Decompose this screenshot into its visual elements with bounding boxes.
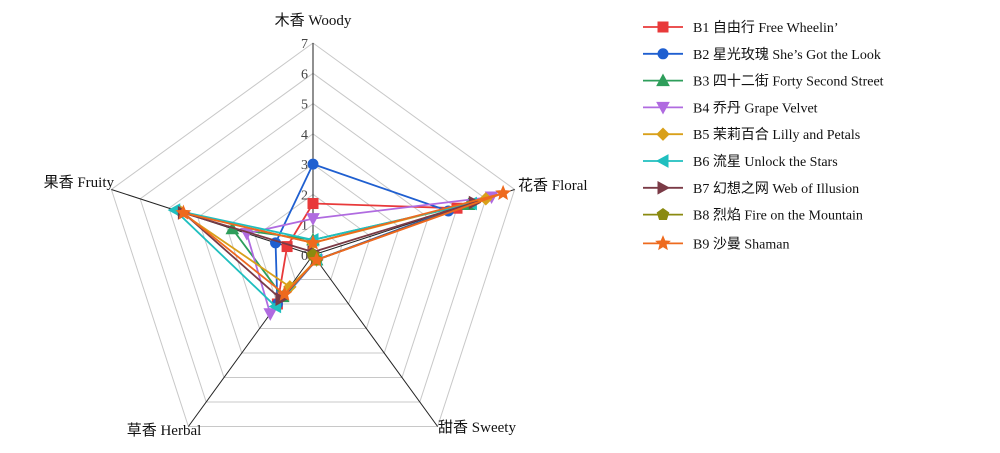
axis-spoke: [187, 254, 314, 427]
legend-marker: [656, 73, 670, 87]
legend-item: B1 自由行 Free Wheelin’: [643, 20, 839, 36]
axis-label: 草香 Herbal: [127, 422, 202, 439]
legend-label: B3 四十二街 Forty Second Street: [693, 74, 884, 90]
axis-label: 花香 Floral: [518, 177, 588, 194]
legend-item: B6 流星 Unlock the Stars: [643, 154, 838, 170]
series-group: [175, 184, 511, 301]
legend-marker: [656, 127, 670, 141]
data-point: [276, 285, 293, 301]
data-point: [306, 213, 320, 226]
legend-marker: [656, 101, 670, 115]
tick-label: 0: [301, 249, 308, 264]
axis-label: 果香 Fruity: [44, 174, 115, 191]
grid-ring: [226, 163, 400, 330]
axis-spoke: [312, 254, 439, 427]
legend-marker: [655, 154, 669, 168]
axis-label: 甜香 Sweety: [438, 419, 516, 436]
legend-marker: [655, 235, 671, 251]
tick-label: 5: [301, 98, 308, 113]
grid-ring: [168, 102, 458, 379]
data-point: [175, 204, 192, 220]
data-point: [263, 308, 278, 321]
tick-label: 4: [301, 128, 308, 143]
tick-label: 2: [301, 188, 308, 203]
legend-marker: [656, 207, 670, 220]
legend-marker: [657, 180, 671, 195]
radar-series: [167, 158, 511, 321]
legend-item: B9 沙曼 Shaman: [643, 235, 789, 252]
data-point: [308, 251, 325, 267]
legend-label: B9 沙曼 Shaman: [693, 237, 789, 252]
legend-item: B2 星光玫瑰 She’s Got the Look: [643, 47, 881, 63]
tick-label: 3: [301, 158, 308, 173]
legend-item: B8 烈焰 Fire on the Mountain: [643, 208, 863, 224]
legend-item: B3 四十二街 Forty Second Street: [643, 73, 884, 90]
legend-label: B7 幻想之网 Web of Illusion: [693, 181, 859, 197]
series-line: [182, 192, 505, 296]
legend-marker: [657, 48, 669, 60]
axis-label: 木香 Woody: [275, 12, 352, 29]
grid-ring: [197, 133, 429, 354]
data-point: [307, 198, 319, 210]
tick-label: 1: [301, 219, 308, 234]
legend-item: B5 茉莉百合 Lilly and Petals: [643, 126, 860, 143]
series-group: [270, 158, 454, 310]
tick-label: 6: [301, 67, 308, 82]
legend-marker: [657, 21, 669, 33]
legend-label: B2 星光玫瑰 She’s Got the Look: [693, 47, 881, 63]
legend-label: B1 自由行 Free Wheelin’: [693, 20, 839, 36]
legend-label: B8 烈焰 Fire on the Mountain: [693, 208, 863, 224]
legend-label: B4 乔丹 Grape Velvet: [693, 100, 818, 116]
tick-label: 7: [301, 37, 308, 52]
legend: B1 自由行 Free Wheelin’ B2 星光玫瑰 She’s Got th…: [643, 20, 884, 252]
radar-axes: 木香 Woody 花香 Floral 甜香 Sweety 草香 Herbal 果香 Fr…: [44, 12, 588, 439]
legend-label: B6 流星 Unlock the Stars: [693, 154, 838, 170]
data-point: [495, 184, 511, 200]
radar-ticks: 0 1 2 3 4 5 6 7: [301, 37, 308, 264]
legend-label: B5 茉莉百合 Lilly and Petals: [693, 126, 860, 143]
legend-item: B7 幻想之网 Web of Illusion: [643, 181, 859, 197]
data-point: [307, 158, 319, 170]
data-point: [305, 234, 321, 250]
grid-ring: [110, 42, 516, 428]
grid-ring: [139, 72, 487, 403]
legend-item: B4 乔丹 Grape Velvet: [643, 100, 818, 116]
